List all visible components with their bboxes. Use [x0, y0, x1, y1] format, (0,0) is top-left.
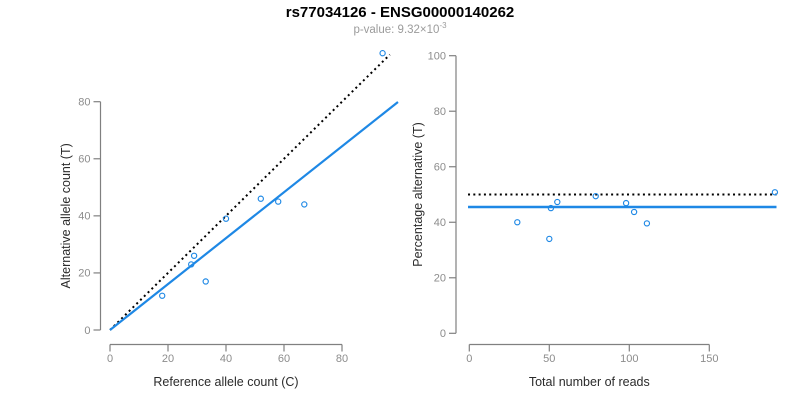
fit-line	[109, 101, 399, 331]
y-tick-label: 0	[440, 328, 446, 340]
y-tick-label: 40	[78, 211, 90, 223]
x-tick-label: 150	[700, 353, 718, 365]
x-tick-label: 50	[543, 353, 555, 365]
y-tick-label: 20	[434, 273, 446, 285]
y-tick-label: 0	[84, 325, 90, 337]
data-point	[190, 252, 198, 259]
data-point	[159, 292, 166, 299]
x-tick-label: 0	[107, 353, 113, 365]
y-tick-label: 100	[428, 51, 446, 63]
data-point	[188, 261, 195, 268]
y-tick-label: 60	[434, 162, 446, 174]
data-point	[547, 204, 555, 212]
data-point	[202, 278, 209, 285]
figure-title: rs77034126 - ENSG00000140262	[285, 4, 515, 21]
x-axis-label: Reference allele count (C)	[153, 375, 298, 389]
p-value-exponent: -3	[439, 21, 447, 31]
data-point	[379, 50, 386, 57]
x-tick-label: 80	[336, 353, 348, 365]
y-axis-label: Alternative allele count (T)	[59, 143, 73, 288]
data-point	[546, 235, 553, 243]
identity-line	[109, 53, 391, 331]
data-point	[643, 220, 651, 227]
data-point	[257, 195, 264, 202]
x-tick-label: 0	[466, 353, 472, 365]
data-point	[592, 192, 599, 200]
x-tick-label: 20	[162, 353, 174, 365]
y-tick-label: 40	[434, 217, 446, 229]
y-tick-label: 20	[78, 268, 90, 280]
y-tick-label: 60	[78, 154, 90, 166]
data-point	[622, 199, 630, 207]
data-point	[222, 215, 230, 222]
data-point	[301, 201, 308, 208]
y-tick-label: 80	[434, 106, 446, 118]
data-point	[630, 208, 638, 216]
p-value-text: p-value: 9.32×10	[353, 24, 440, 36]
x-tick-label: 40	[220, 353, 232, 365]
x-tick-label: 60	[278, 353, 290, 365]
x-axis-label: Total number of reads	[529, 375, 650, 389]
data-point	[771, 189, 779, 196]
y-tick-label: 80	[78, 97, 90, 109]
figure-subtitle: p-value: 9.32×10-3	[0, 21, 800, 36]
data-point	[514, 219, 521, 226]
x-tick-label: 100	[620, 353, 638, 365]
data-point	[554, 198, 561, 206]
y-axis-label: Percentage alternative (T)	[411, 122, 425, 267]
data-point	[275, 198, 282, 205]
